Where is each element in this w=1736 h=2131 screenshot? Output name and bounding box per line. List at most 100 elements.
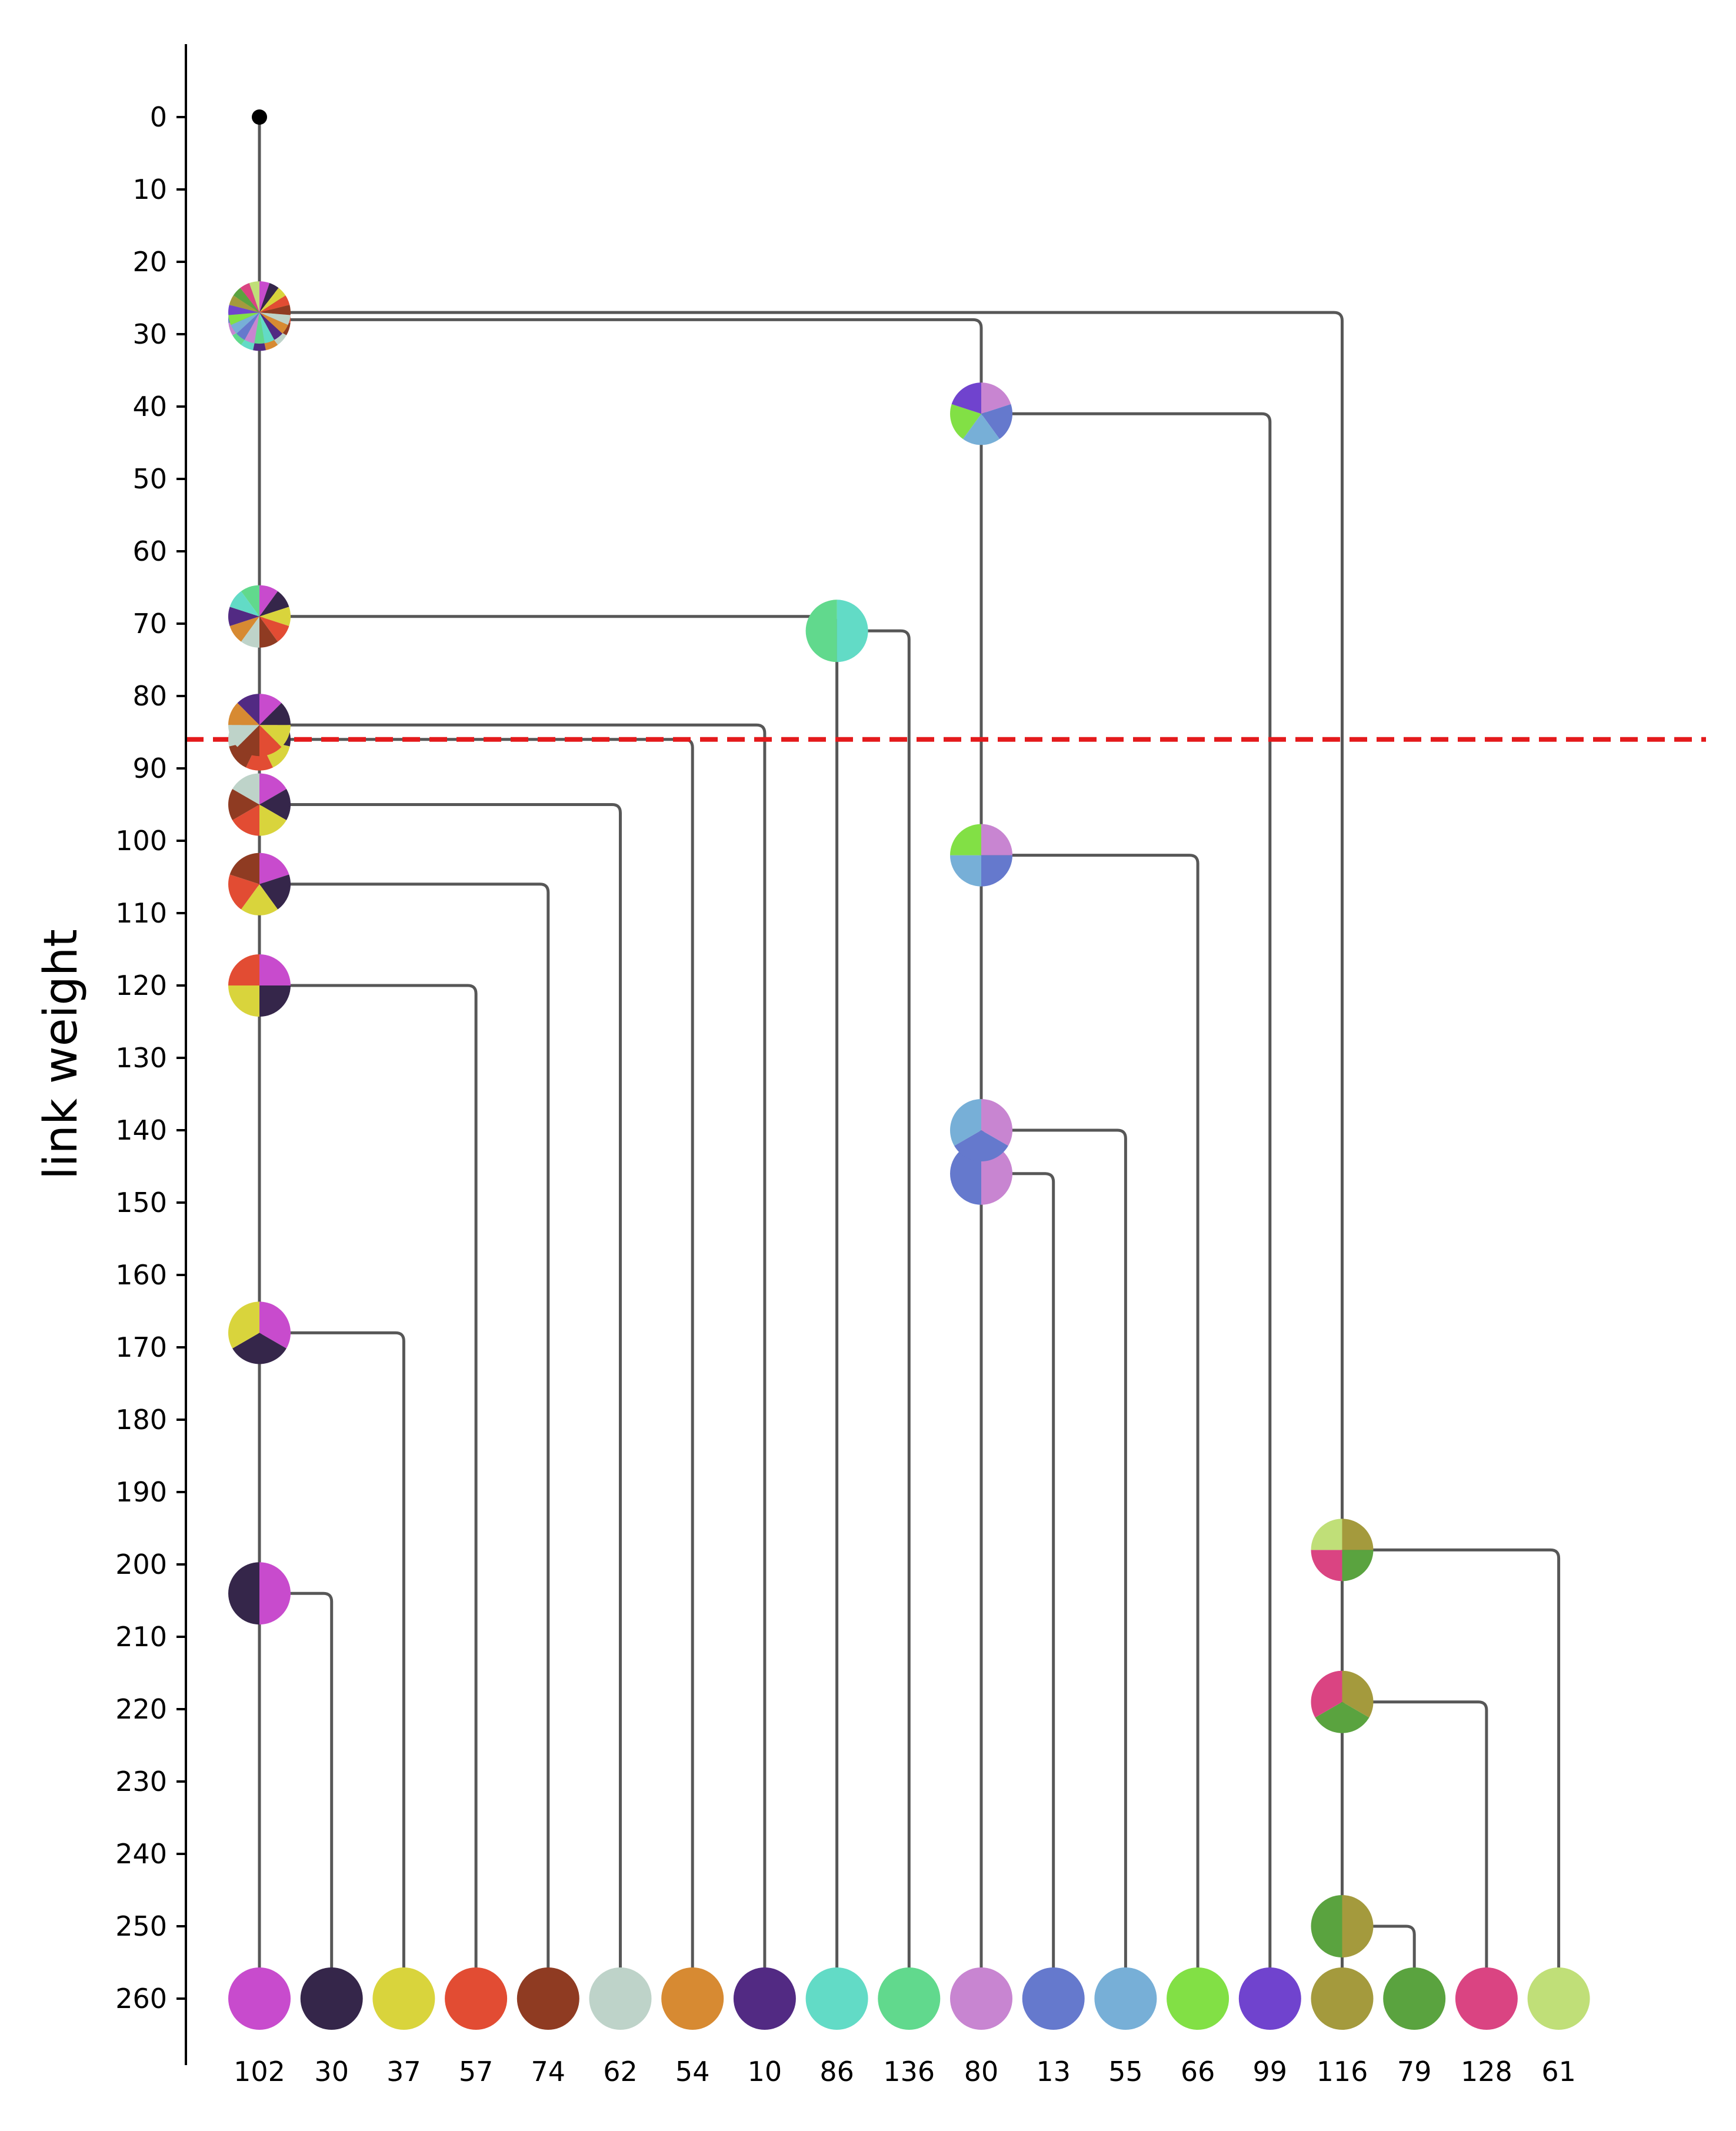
merge-node-m18 <box>228 281 291 344</box>
y-tick-label-40: 40 <box>132 391 167 422</box>
leaf-label-79: 79 <box>1397 2056 1432 2087</box>
y-tick-label-170: 170 <box>115 1331 167 1363</box>
y-tick-label-90: 90 <box>132 752 167 784</box>
link-m15 <box>1342 1924 1416 1999</box>
leaf-label-66: 66 <box>1181 2056 1215 2087</box>
leaf-node-54 <box>661 1967 724 2030</box>
merge-node-m8 <box>805 600 868 662</box>
link-m14 <box>259 318 983 414</box>
leaf-label-102: 102 <box>234 2056 285 2087</box>
leaf-labels: 102 30 37 57 74 62 54 10 86 136 80 13 55 66 99 116 79 128… <box>234 2056 1576 2087</box>
link-m2 <box>259 1331 405 1999</box>
leaf-label-80: 80 <box>964 2056 999 2087</box>
leaf-label-86: 86 <box>819 2056 854 2087</box>
y-tick-label-260: 260 <box>115 1983 167 2015</box>
link-m11 <box>981 1128 1127 1999</box>
y-tick-label-240: 240 <box>115 1838 167 1870</box>
leaf-label-61: 61 <box>1541 2056 1576 2087</box>
leaf-label-30: 30 <box>314 2056 349 2087</box>
link-m3 <box>259 984 478 1999</box>
merge-node-m3 <box>228 954 291 1017</box>
root-node <box>252 109 267 125</box>
leaf-node-99 <box>1238 1967 1301 2030</box>
leaf-node-30 <box>300 1967 363 2030</box>
link-m5 <box>259 803 622 1999</box>
y-tick-label-110: 110 <box>115 897 167 929</box>
leaf-label-99: 99 <box>1253 2056 1288 2087</box>
y-tick-label-70: 70 <box>132 608 167 640</box>
merge-node-m9 <box>228 585 291 648</box>
leaf-label-62: 62 <box>603 2056 638 2087</box>
leaf-node-116 <box>1311 1967 1374 2030</box>
leaf-node-66 <box>1167 1967 1229 2030</box>
y-tick-label-210: 210 <box>115 1621 167 1653</box>
y-tick-label-230: 230 <box>115 1766 167 1797</box>
merge-node-m17 <box>1311 1519 1374 1581</box>
link-m17 <box>1342 1548 1561 1999</box>
y-tick-label-50: 50 <box>132 463 167 495</box>
leaf-node-61 <box>1527 1967 1590 2030</box>
y-tick-label-180: 180 <box>115 1404 167 1436</box>
merge-node-m1 <box>228 1562 291 1625</box>
link-m9 <box>259 615 839 631</box>
y-axis-title: link weight <box>35 929 88 1180</box>
leaf-node-86 <box>805 1967 868 2030</box>
y-axis: 0 10 20 30 40 50 60 70 80 90 100 110 120 130 140 150 160… <box>115 44 187 2065</box>
leaf-node-57 <box>445 1967 508 2030</box>
leaf-label-54: 54 <box>675 2056 710 2087</box>
link-m10 <box>981 1172 1055 1999</box>
leaf-label-116: 116 <box>1317 2056 1368 2087</box>
leaf-label-13: 13 <box>1036 2056 1071 2087</box>
link-m13 <box>981 412 1272 1999</box>
link-m8 <box>837 629 911 1999</box>
merge-node-m13 <box>950 382 1013 445</box>
leaf-node-136 <box>878 1967 941 2030</box>
leaf-node-74 <box>517 1967 579 2030</box>
merge-node-m2 <box>228 1301 291 1364</box>
y-tick-label-190: 190 <box>115 1476 167 1508</box>
y-tick-label-140: 140 <box>115 1114 167 1146</box>
leaf-label-128: 128 <box>1461 2056 1512 2087</box>
merge-node-m4 <box>228 853 291 915</box>
leaf-node-10 <box>733 1967 796 2030</box>
y-tick-label-80: 80 <box>132 680 167 712</box>
link-m16 <box>1342 1700 1488 1999</box>
leaf-label-37: 37 <box>386 2056 421 2087</box>
leaf-node-79 <box>1383 1967 1446 2030</box>
leaf-node-37 <box>372 1967 435 2030</box>
link-m4 <box>259 883 550 1999</box>
leaf-node-128 <box>1455 1967 1518 2030</box>
merge-node-m11 <box>950 1099 1012 1161</box>
leaf-node-13 <box>1022 1967 1085 2030</box>
y-tick-label-120: 120 <box>115 970 167 1001</box>
leaf-label-74: 74 <box>531 2056 566 2087</box>
y-tick-label-100: 100 <box>115 825 167 857</box>
link-m1 <box>259 1591 334 1999</box>
leaf-label-55: 55 <box>1108 2056 1143 2087</box>
leaf-node-102 <box>228 1967 291 2030</box>
leaf-node-80 <box>950 1967 1012 2030</box>
y-tick-label-150: 150 <box>115 1187 167 1218</box>
y-tick-label-220: 220 <box>115 1693 167 1725</box>
merge-node-m5 <box>228 773 291 836</box>
y-tick-label-160: 160 <box>115 1259 167 1291</box>
y-tick-label-20: 20 <box>132 246 167 278</box>
link-m7 <box>259 723 767 1999</box>
merge-node-m7 <box>228 694 291 757</box>
y-tick-label-200: 200 <box>115 1549 167 1580</box>
merge-node-m16 <box>1311 1670 1374 1733</box>
y-tick-label-10: 10 <box>132 174 167 205</box>
leaf-node-62 <box>589 1967 652 2030</box>
link-m18 <box>259 311 1344 1550</box>
merge-node-m15 <box>1311 1895 1374 1957</box>
merge-node-m12 <box>950 824 1012 887</box>
merge-nodes <box>228 109 1374 1957</box>
y-tick-label-130: 130 <box>115 1042 167 1074</box>
link-m12 <box>981 854 1199 1999</box>
leaf-nodes <box>228 1967 1590 2030</box>
leaf-label-136: 136 <box>883 2056 935 2087</box>
leaf-label-10: 10 <box>748 2056 782 2087</box>
y-tick-label-250: 250 <box>115 1910 167 1942</box>
y-tick-label-30: 30 <box>132 318 167 350</box>
